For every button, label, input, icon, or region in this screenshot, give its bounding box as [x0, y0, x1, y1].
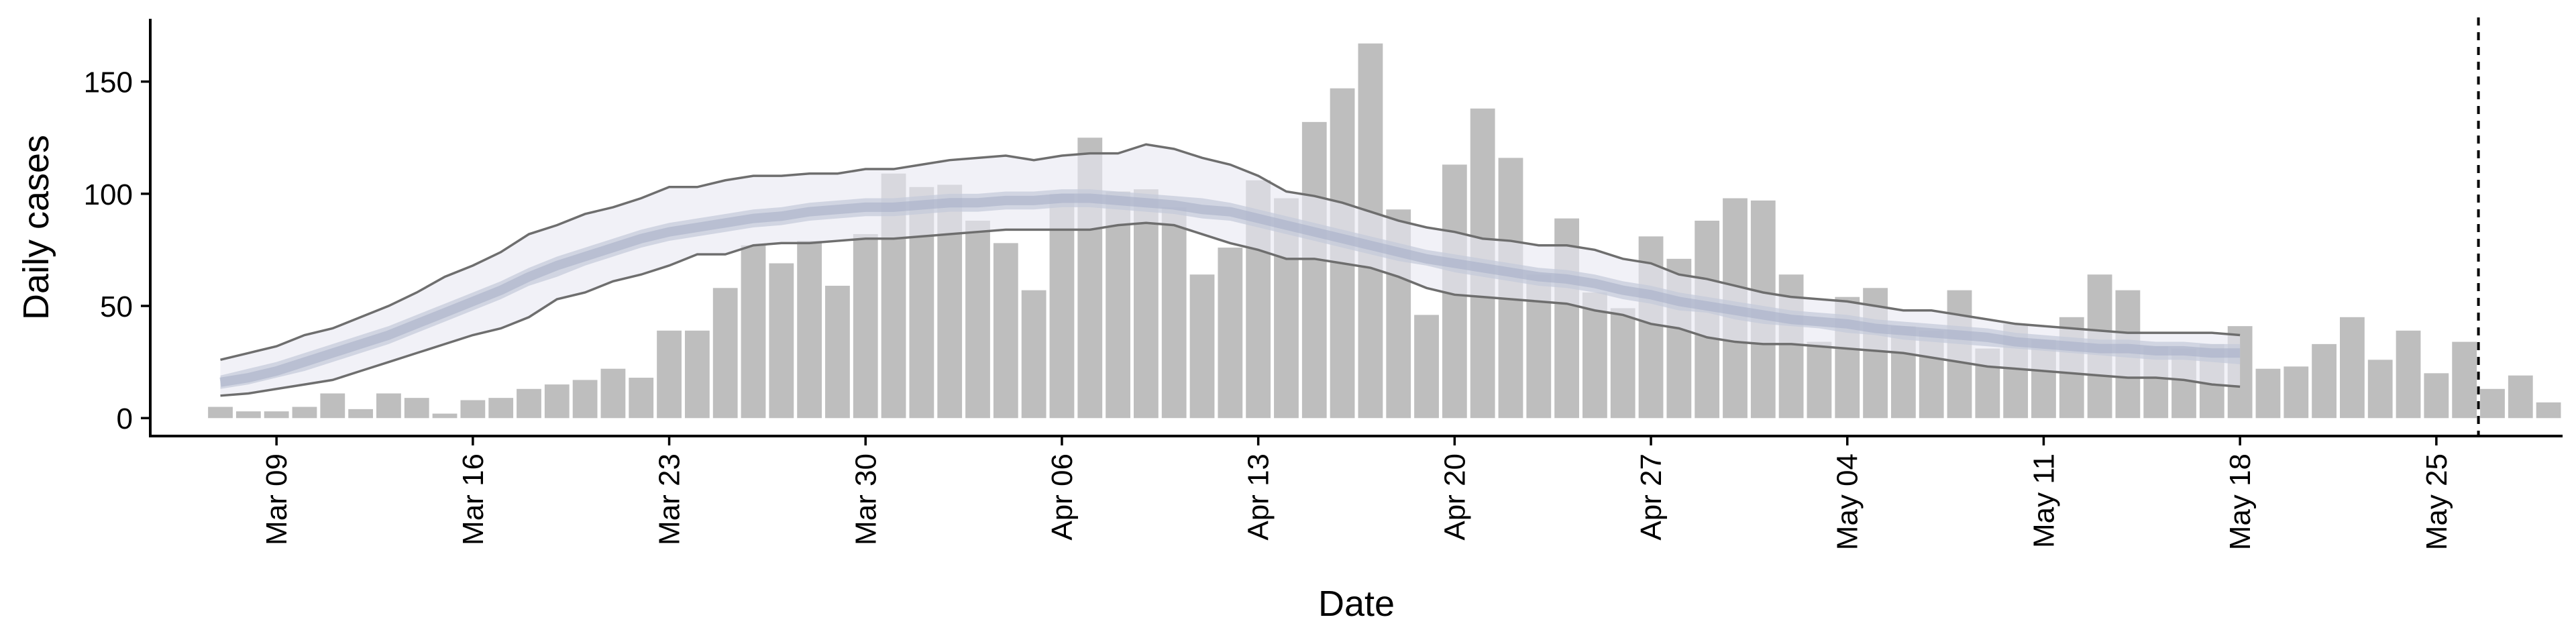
daily-case-bar [1021, 290, 1046, 419]
daily-case-bar [432, 413, 458, 419]
daily-case-bar [1049, 193, 1075, 419]
daily-case-bar [2255, 368, 2281, 419]
daily-case-bar [2508, 375, 2533, 419]
daily-case-bar [2536, 402, 2561, 419]
daily-case-bar [2396, 330, 2421, 419]
daily-case-bar [741, 245, 766, 419]
daily-case-bar [1610, 308, 1635, 419]
daily-case-bar [853, 234, 878, 419]
x-tick-label: May 25 [2420, 453, 2453, 550]
daily-case-bar [320, 393, 345, 419]
daily-case-bar [235, 411, 261, 419]
daily-case-bar [1189, 274, 1215, 419]
daily-case-bar [1161, 207, 1187, 419]
daily-case-bar [348, 409, 374, 419]
y-ticks: 0 50 100 150 [84, 66, 150, 435]
y-tick-label: 150 [84, 66, 133, 99]
x-tick-label: Mar 23 [653, 453, 686, 545]
model-median-line [219, 193, 2241, 387]
axes: 0 50 100 150 Mar 09 Mar 16 Mar 23 Mar 30 Apr 06… [84, 19, 2563, 550]
y-tick-label: 100 [84, 178, 133, 211]
daily-case-bar [2480, 388, 2505, 419]
x-tick-label: Apr 27 [1635, 453, 1668, 541]
daily-case-bar [684, 330, 710, 419]
daily-case-bar [404, 398, 429, 419]
model-upper-line [220, 143, 2241, 362]
y-tick-label: 0 [117, 402, 133, 435]
x-tick-label: Apr 20 [1438, 453, 1471, 541]
daily-case-bar [2340, 317, 2365, 419]
daily-case-bar [1301, 121, 1327, 419]
daily-case-bar [629, 378, 654, 419]
daily-case-bar [825, 285, 850, 419]
daily-case-bar [2312, 343, 2337, 419]
daily-case-bar [600, 368, 626, 419]
x-tick-label: Mar 30 [849, 453, 882, 545]
daily-case-bar [1106, 191, 1130, 419]
x-tick-label: May 18 [2224, 453, 2257, 550]
daily-case-bar [1134, 189, 1159, 419]
daily-case-bar [769, 263, 794, 419]
daily-case-bar [2452, 341, 2477, 419]
daily-case-bar [376, 393, 401, 419]
daily-case-bar [993, 243, 1018, 419]
plot-area [208, 17, 2561, 436]
daily-case-bar [1218, 248, 1243, 419]
model-lower-line [220, 221, 2241, 397]
daily-case-bar [1807, 341, 1832, 419]
x-tick-label: Apr 06 [1046, 453, 1079, 541]
daily-case-bar [208, 407, 233, 419]
x-tick-label: Apr 13 [1242, 453, 1275, 541]
daily-case-bar [797, 241, 822, 419]
daily-case-bar [292, 407, 317, 419]
x-ticks: Mar 09 Mar 16 Mar 23 Mar 30 Apr 06 Apr 13 Apr … [260, 436, 2453, 550]
daily-case-bar [657, 330, 682, 419]
daily-case-bar [544, 384, 570, 419]
daily-case-bar [2367, 360, 2393, 419]
daily-case-bar [488, 398, 514, 419]
daily-case-bar [2424, 373, 2449, 419]
daily-case-bar [2284, 366, 2309, 419]
daily-case-bar [712, 288, 738, 419]
y-tick-label: 50 [100, 290, 133, 323]
daily-case-bar [965, 220, 990, 419]
daily-case-bar [572, 380, 598, 419]
x-tick-label: Mar 09 [260, 453, 293, 545]
daily-case-bar [460, 400, 486, 419]
model-band-90 [220, 144, 2241, 396]
x-axis-title: Date [1318, 584, 1395, 624]
x-tick-label: May 11 [2027, 453, 2060, 548]
daily-case-bar [1582, 292, 1607, 419]
x-tick-label: Mar 16 [457, 453, 490, 545]
daily-case-bar [264, 411, 289, 419]
daily-case-bar [517, 388, 541, 419]
daily-case-bar [1414, 315, 1439, 419]
x-tick-label: May 04 [1831, 453, 1864, 550]
y-axis-title: Daily cases [16, 135, 56, 320]
